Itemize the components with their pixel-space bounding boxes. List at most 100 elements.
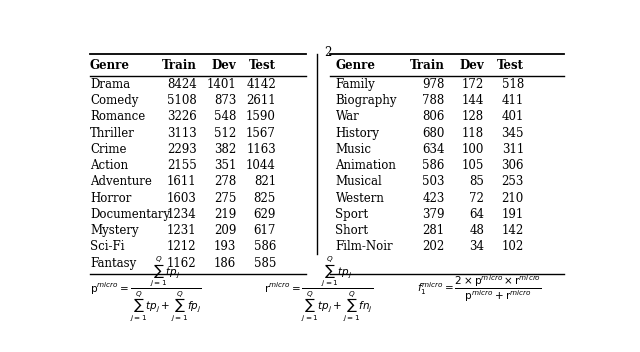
Text: 629: 629 <box>253 208 276 221</box>
Text: Dev: Dev <box>211 59 236 72</box>
Text: 3226: 3226 <box>167 110 196 123</box>
Text: 253: 253 <box>502 175 524 188</box>
Text: Adventure: Adventure <box>90 175 152 188</box>
Text: $\mathrm{r}^{micro} = \dfrac{\sum_{j=1}^{Q} tp_j}{\sum_{j=1}^{Q} tp_j + \sum_{j=: $\mathrm{r}^{micro} = \dfrac{\sum_{j=1}^… <box>264 254 373 323</box>
Text: 1234: 1234 <box>167 208 196 221</box>
Text: 34: 34 <box>469 240 484 253</box>
Text: Biography: Biography <box>335 94 397 107</box>
Text: 142: 142 <box>502 224 524 237</box>
Text: 2155: 2155 <box>167 159 196 172</box>
Text: 548: 548 <box>214 110 236 123</box>
Text: 423: 423 <box>422 191 445 205</box>
Text: 311: 311 <box>502 143 524 156</box>
Text: 144: 144 <box>462 94 484 107</box>
Text: 617: 617 <box>253 224 276 237</box>
Text: 1567: 1567 <box>246 126 276 139</box>
Text: 585: 585 <box>253 257 276 270</box>
Text: 2: 2 <box>324 46 332 59</box>
Text: 202: 202 <box>422 240 445 253</box>
Text: 281: 281 <box>422 224 445 237</box>
Text: 1590: 1590 <box>246 110 276 123</box>
Text: Genre: Genre <box>335 59 376 72</box>
Text: 210: 210 <box>502 191 524 205</box>
Text: 105: 105 <box>462 159 484 172</box>
Text: 48: 48 <box>469 224 484 237</box>
Text: Test: Test <box>249 59 276 72</box>
Text: Fantasy: Fantasy <box>90 257 136 270</box>
Text: 306: 306 <box>501 159 524 172</box>
Text: 503: 503 <box>422 175 445 188</box>
Text: Test: Test <box>497 59 524 72</box>
Text: War: War <box>335 110 359 123</box>
Text: Film-Noir: Film-Noir <box>335 240 393 253</box>
Text: Musical: Musical <box>335 175 382 188</box>
Text: 102: 102 <box>502 240 524 253</box>
Text: $f_1^{micro} = \dfrac{2 \times \mathrm{p}^{micro} \times \mathrm{r}^{micro}}{\ma: $f_1^{micro} = \dfrac{2 \times \mathrm{p… <box>417 274 542 304</box>
Text: Genre: Genre <box>90 59 130 72</box>
Text: 1163: 1163 <box>246 143 276 156</box>
Text: Train: Train <box>410 59 445 72</box>
Text: 978: 978 <box>422 78 445 91</box>
Text: Mystery: Mystery <box>90 224 138 237</box>
Text: History: History <box>335 126 380 139</box>
Text: 191: 191 <box>502 208 524 221</box>
Text: 2293: 2293 <box>167 143 196 156</box>
Text: 100: 100 <box>462 143 484 156</box>
Text: 518: 518 <box>502 78 524 91</box>
Text: 401: 401 <box>502 110 524 123</box>
Text: 351: 351 <box>214 159 236 172</box>
Text: 209: 209 <box>214 224 236 237</box>
Text: Thriller: Thriller <box>90 126 135 139</box>
Text: 345: 345 <box>501 126 524 139</box>
Text: $\mathrm{p}^{micro} = \dfrac{\sum_{j=1}^{Q} tp_j}{\sum_{j=1}^{Q} tp_j + \sum_{j=: $\mathrm{p}^{micro} = \dfrac{\sum_{j=1}^… <box>90 254 202 323</box>
Text: 821: 821 <box>254 175 276 188</box>
Text: 219: 219 <box>214 208 236 221</box>
Text: 379: 379 <box>422 208 445 221</box>
Text: 806: 806 <box>422 110 445 123</box>
Text: Family: Family <box>335 78 375 91</box>
Text: Sci-Fi: Sci-Fi <box>90 240 124 253</box>
Text: 4142: 4142 <box>246 78 276 91</box>
Text: Train: Train <box>162 59 196 72</box>
Text: 186: 186 <box>214 257 236 270</box>
Text: Romance: Romance <box>90 110 145 123</box>
Text: Animation: Animation <box>335 159 396 172</box>
Text: Sport: Sport <box>335 208 369 221</box>
Text: 873: 873 <box>214 94 236 107</box>
Text: 512: 512 <box>214 126 236 139</box>
Text: Crime: Crime <box>90 143 127 156</box>
Text: Music: Music <box>335 143 371 156</box>
Text: 411: 411 <box>502 94 524 107</box>
Text: 128: 128 <box>462 110 484 123</box>
Text: 586: 586 <box>422 159 445 172</box>
Text: 275: 275 <box>214 191 236 205</box>
Text: 680: 680 <box>422 126 445 139</box>
Text: Documentary: Documentary <box>90 208 170 221</box>
Text: 278: 278 <box>214 175 236 188</box>
Text: Horror: Horror <box>90 191 131 205</box>
Text: Short: Short <box>335 224 369 237</box>
Text: 825: 825 <box>253 191 276 205</box>
Text: 172: 172 <box>462 78 484 91</box>
Text: 1401: 1401 <box>207 78 236 91</box>
Text: 118: 118 <box>462 126 484 139</box>
Text: 8424: 8424 <box>167 78 196 91</box>
Text: 85: 85 <box>469 175 484 188</box>
Text: Dev: Dev <box>460 59 484 72</box>
Text: 5108: 5108 <box>167 94 196 107</box>
Text: 586: 586 <box>253 240 276 253</box>
Text: 1212: 1212 <box>167 240 196 253</box>
Text: 1603: 1603 <box>166 191 196 205</box>
Text: 1044: 1044 <box>246 159 276 172</box>
Text: Western: Western <box>335 191 384 205</box>
Text: 788: 788 <box>422 94 445 107</box>
Text: 64: 64 <box>469 208 484 221</box>
Text: 634: 634 <box>422 143 445 156</box>
Text: 1611: 1611 <box>167 175 196 188</box>
Text: Drama: Drama <box>90 78 130 91</box>
Text: 1162: 1162 <box>167 257 196 270</box>
Text: Comedy: Comedy <box>90 94 138 107</box>
Text: 3113: 3113 <box>167 126 196 139</box>
Text: 382: 382 <box>214 143 236 156</box>
Text: 193: 193 <box>214 240 236 253</box>
